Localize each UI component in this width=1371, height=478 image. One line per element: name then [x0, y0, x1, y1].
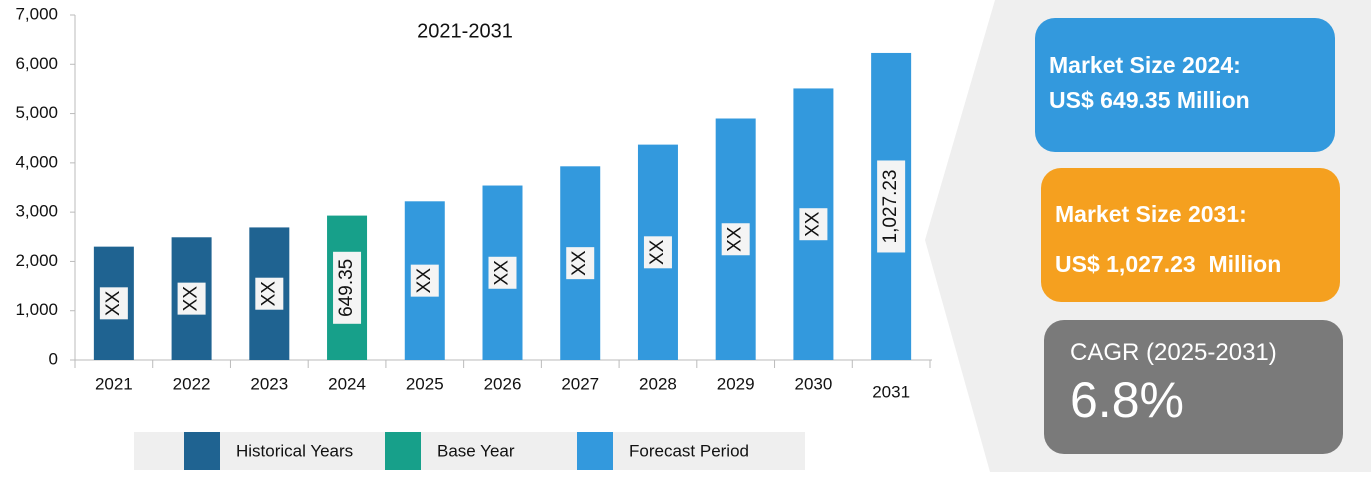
bar-label: XX: [258, 281, 279, 307]
legend-swatch: [385, 432, 421, 470]
bar-label-box: [721, 223, 750, 256]
bar-label: XX: [492, 260, 513, 286]
legend-swatch: [577, 432, 613, 470]
bar-label: XX: [181, 286, 202, 312]
bar-label: XX: [725, 226, 746, 252]
legend-swatch: [184, 432, 220, 470]
legend-background: [134, 432, 805, 470]
y-tick-label: 2,000: [15, 251, 58, 270]
card-title: CAGR (2025-2031): [1070, 339, 1277, 366]
y-tick-label: 0: [49, 349, 58, 368]
bar-label-box: [99, 287, 128, 320]
card-title: Market Size 2031:: [1055, 201, 1247, 227]
y-tick-label: 1,000: [15, 300, 58, 319]
x-tick-label: 2025: [406, 374, 444, 393]
bar-label-box: [877, 160, 906, 253]
card: Market Size 2024: US$ 649.35 Million: [1035, 18, 1335, 152]
x-tick-label: 2024: [328, 374, 366, 393]
bar-label-box: [410, 264, 439, 297]
bar-label-box: [255, 277, 284, 310]
bar-label-box: [566, 247, 595, 280]
bar-label: 1,027.23: [880, 169, 901, 243]
bar-label: XX: [569, 250, 590, 276]
y-tick-label: 6,000: [15, 54, 58, 73]
x-tick-label: 2030: [794, 374, 832, 393]
legend-label: Base Year: [437, 441, 515, 460]
x-tick-label: 2031: [872, 382, 910, 401]
card-value: US$ 649.35 Million: [1049, 87, 1250, 113]
bar-label: 649.35: [336, 259, 357, 317]
legend-label: Forecast Period: [629, 441, 749, 460]
x-tick-label: 2022: [173, 374, 211, 393]
y-tick-label: 3,000: [15, 202, 58, 221]
x-tick-label: 2023: [250, 374, 288, 393]
bar-label-box: [333, 251, 362, 324]
x-tick-label: 2029: [717, 374, 755, 393]
bar-label-box: [177, 282, 206, 315]
bar-label-box: [643, 236, 672, 269]
x-tick-label: 2027: [561, 374, 599, 393]
y-tick-label: 5,000: [15, 103, 58, 122]
card-value: 6.8%: [1070, 372, 1184, 428]
card: CAGR (2025-2031) 6.8%: [1044, 320, 1343, 454]
bar-label-box: [488, 256, 517, 289]
bar-label-box: [799, 208, 828, 241]
x-tick-label: 2028: [639, 374, 677, 393]
card-title: Market Size 2024:: [1049, 52, 1241, 78]
x-tick-label: 2026: [484, 374, 522, 393]
card: Market Size 2031: US$ 1,027.23 Million: [1041, 168, 1340, 302]
chart-title: 2021-2031: [417, 20, 513, 42]
x-tick-label: 2021: [95, 374, 133, 393]
bar-label: XX: [647, 239, 668, 265]
y-tick-label: 7,000: [15, 4, 58, 23]
bar-label: XX: [103, 290, 124, 316]
bar-label: XX: [414, 268, 435, 294]
legend-label: Historical Years: [236, 441, 353, 460]
y-tick-label: 4,000: [15, 152, 58, 171]
card-value: US$ 1,027.23 Million: [1055, 251, 1282, 277]
bar-label: XX: [802, 211, 823, 237]
